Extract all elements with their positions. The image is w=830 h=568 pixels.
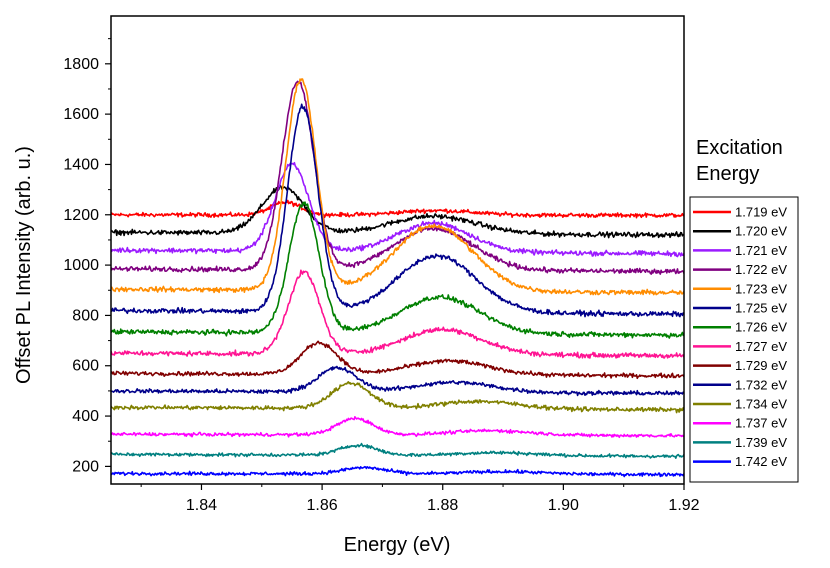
legend: 1.719 eV 1.720 eV 1.721 eV 1.722 eV 1.723 eV…	[689, 196, 799, 483]
legend-box	[689, 196, 799, 483]
series-line-1734	[111, 381, 684, 414]
y-axis: 200 400 600 800 1000 1200 1400 1600 1800	[63, 38, 111, 475]
series-line-1742	[111, 465, 684, 478]
legend-label: 1.721 eV	[735, 243, 787, 258]
series-layer	[111, 78, 684, 478]
series-line-1719	[111, 199, 684, 219]
y-tick-label: 1200	[63, 207, 99, 224]
legend-title: Excitation Energy	[696, 137, 783, 185]
legend-label: 1.734 eV	[735, 397, 787, 412]
series-line-1721	[111, 161, 684, 258]
legend-label: 1.720 eV	[735, 224, 787, 239]
series-line-1739	[111, 442, 684, 459]
series-line-1732	[111, 365, 684, 397]
legend-label: 1.719 eV	[735, 205, 787, 220]
series-line-1737	[111, 416, 684, 439]
legend-label: 1.742 eV	[735, 454, 787, 469]
series-line-1726	[111, 201, 684, 339]
y-tick-label: 1800	[63, 56, 99, 73]
x-tick-label: 1.84	[186, 497, 217, 514]
y-tick-label: 1000	[63, 257, 99, 274]
y-tick-label: 400	[72, 408, 99, 425]
series-line-1720	[111, 184, 684, 239]
y-axis-title: Offset PL Intensity (arb. u.)	[13, 146, 35, 384]
legend-label: 1.737 eV	[735, 416, 787, 431]
y-tick-label: 600	[72, 358, 99, 375]
plot-frame	[110, 15, 685, 485]
y-tick-label: 800	[72, 307, 99, 324]
x-tick-label: 1.88	[427, 497, 458, 514]
legend-label: 1.725 eV	[735, 301, 787, 316]
series-line-1727	[111, 269, 684, 359]
x-tick-label: 1.90	[548, 497, 579, 514]
y-tick-label: 1600	[63, 106, 99, 123]
legend-label: 1.726 eV	[735, 320, 787, 335]
x-tick-label: 1.86	[307, 497, 338, 514]
x-tick-label: 1.92	[668, 497, 699, 514]
legend-label: 1.739 eV	[735, 435, 787, 450]
x-axis: 1.84 1.86 1.88 1.90 1.92	[140, 484, 700, 514]
y-tick-label: 200	[72, 458, 99, 475]
legend-label: 1.722 eV	[735, 262, 787, 277]
legend-label: 1.729 eV	[735, 358, 787, 373]
series-line-1729	[111, 340, 684, 380]
legend-label: 1.727 eV	[735, 339, 787, 354]
series-line-1722	[111, 80, 684, 275]
series-line-1723	[111, 78, 684, 296]
legend-label: 1.732 eV	[735, 377, 787, 392]
x-axis-title: Energy (eV)	[344, 534, 451, 556]
legend-label: 1.723 eV	[735, 281, 787, 296]
y-tick-label: 1400	[63, 156, 99, 173]
series-line-1725	[111, 103, 684, 318]
